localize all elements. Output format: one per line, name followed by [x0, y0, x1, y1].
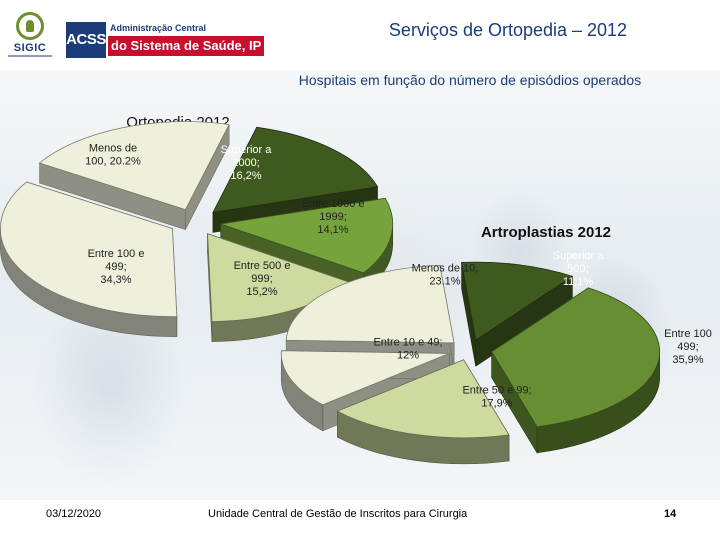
data-label-entre-50-e-99: Entre 50 e 99; 17,9% — [462, 385, 531, 410]
chart-title-artroplastias: Artroplastias 2012 — [481, 224, 611, 241]
acss-logo-block: ACSS — [66, 22, 106, 58]
data-label-menos-de-10: Menos de 10, 23.1% — [412, 263, 479, 288]
data-label-entre-100-e-499: Entre 100 499; 35,9% — [664, 328, 712, 366]
sigic-logo-text: SIGIC — [13, 42, 47, 54]
pie-slice-entre-100-e-499 — [491, 287, 661, 428]
slide-subtitle: Hospitais em função do número de episódi… — [298, 72, 642, 88]
pie-slice-entre-50-e-99 — [336, 359, 510, 439]
acss-logo-line2: do Sistema de Saúde, IP — [108, 36, 265, 56]
pie-slice-entre-1000-e-1999 — [220, 197, 394, 274]
data-label-entre-100-e-499: Entre 100 e 499; 34,3% — [88, 248, 145, 286]
pie-slice-menos-de-100 — [38, 121, 230, 211]
pie-slice-menos-de-10 — [285, 264, 455, 344]
footer-date: 03/12/2020 — [46, 508, 102, 520]
pie-slice-entre-100-e-499 — [0, 181, 178, 317]
sigic-emblem-icon — [16, 12, 44, 40]
pie-ortopedia: Menos de 100, 20.2% Superior a 2000; 16,2% En… — [0, 121, 394, 342]
data-label-superior-a-2000: Superior a 2000; 16,2% — [221, 144, 273, 182]
data-label-entre-10-e-49: Entre 10 e 49; 12% — [373, 337, 442, 362]
data-label-superior-a-500: Superior a 500; 11,1% — [553, 250, 605, 288]
acss-logo: ACSS Administração Central do Sistema de… — [66, 22, 265, 58]
sigic-logo-rule — [8, 55, 52, 57]
data-label-entre-1000-e-1999: Entre 1000 e 1999; 14,1% — [302, 198, 365, 236]
pie-slice-superior-a-2000 — [212, 126, 379, 213]
data-label-entre-500-e-999: Entre 500 e 999; 15,2% — [234, 260, 291, 298]
data-label-menos-de-100: Menos de 100, 20.2% — [85, 143, 141, 168]
pie-artroplastias: Menos de 10, 23.1% Superior a 500; 11,1% Entr… — [280, 250, 712, 465]
sigic-logo: SIGIC — [8, 12, 52, 62]
footer-organization: Unidade Central de Gestão de Inscritos p… — [208, 508, 468, 520]
pie-slice-entre-10-e-49 — [280, 350, 450, 406]
pie-slice-superior-a-500 — [461, 261, 574, 341]
page-number: 14 — [664, 508, 677, 520]
acss-logo-line1: Administração Central — [110, 23, 207, 33]
slide-title: Serviços de Ortopedia – 2012 — [388, 20, 628, 40]
